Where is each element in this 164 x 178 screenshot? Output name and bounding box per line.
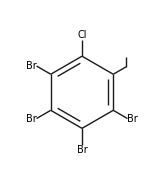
Text: Br: Br xyxy=(77,145,87,155)
Text: Br: Br xyxy=(26,61,37,71)
Text: Br: Br xyxy=(127,114,138,124)
Text: Cl: Cl xyxy=(77,30,87,40)
Text: Br: Br xyxy=(26,114,37,124)
